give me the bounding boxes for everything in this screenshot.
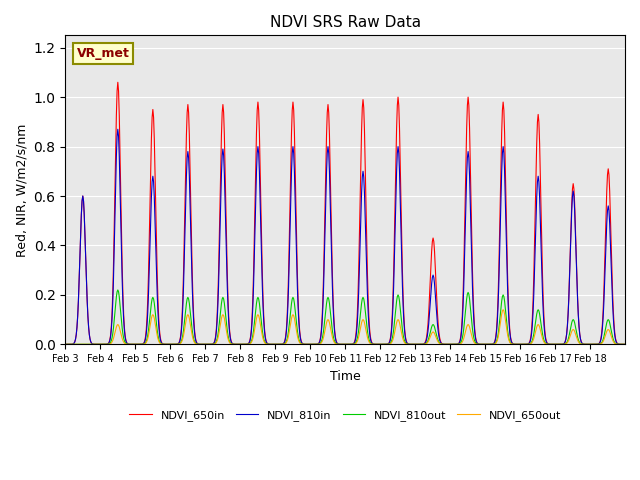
NDVI_810in xyxy=(435,334,443,339)
NDVI_650out xyxy=(621,341,629,347)
NDVI_810out xyxy=(114,287,122,293)
NDVI_650out xyxy=(499,307,507,312)
NDVI_650in xyxy=(435,329,443,335)
NDVI_810out xyxy=(259,327,266,333)
NDVI_810out xyxy=(61,341,69,347)
NDVI_810out xyxy=(435,339,443,345)
Title: NDVI SRS Raw Data: NDVI SRS Raw Data xyxy=(269,15,420,30)
NDVI_650out xyxy=(127,341,135,347)
NDVI_650in xyxy=(259,270,266,276)
NDVI_650out xyxy=(61,341,69,347)
NDVI_650out xyxy=(230,341,237,347)
Y-axis label: Red, NIR, W/m2/s/nm: Red, NIR, W/m2/s/nm xyxy=(15,123,28,256)
NDVI_810out xyxy=(404,341,412,347)
Line: NDVI_810out: NDVI_810out xyxy=(65,290,625,344)
NDVI_650out xyxy=(403,341,411,347)
Text: VR_met: VR_met xyxy=(76,47,129,60)
NDVI_650out xyxy=(258,329,266,335)
NDVI_810in xyxy=(621,341,629,347)
NDVI_650out xyxy=(279,341,287,347)
NDVI_650in xyxy=(61,341,69,347)
Line: NDVI_810in: NDVI_810in xyxy=(65,129,625,344)
NDVI_650in xyxy=(128,341,136,347)
NDVI_810in xyxy=(404,341,412,347)
NDVI_810in xyxy=(231,341,239,347)
NDVI_810out xyxy=(128,341,136,347)
NDVI_810out xyxy=(621,341,629,347)
NDVI_810out xyxy=(231,341,239,347)
Line: NDVI_650in: NDVI_650in xyxy=(65,82,625,344)
NDVI_810in xyxy=(114,126,122,132)
NDVI_810in xyxy=(128,341,136,347)
NDVI_810in xyxy=(280,341,287,347)
Line: NDVI_650out: NDVI_650out xyxy=(65,310,625,344)
NDVI_810in xyxy=(61,341,69,347)
NDVI_650out xyxy=(435,339,442,345)
NDVI_810out xyxy=(280,341,287,347)
X-axis label: Time: Time xyxy=(330,370,360,383)
Legend: NDVI_650in, NDVI_810in, NDVI_810out, NDVI_650out: NDVI_650in, NDVI_810in, NDVI_810out, NDV… xyxy=(125,406,565,425)
NDVI_650in xyxy=(404,341,412,347)
NDVI_650in xyxy=(114,79,122,85)
NDVI_650in xyxy=(621,341,629,347)
NDVI_810in xyxy=(259,283,266,289)
NDVI_650in xyxy=(231,341,239,347)
NDVI_650in xyxy=(280,341,287,347)
